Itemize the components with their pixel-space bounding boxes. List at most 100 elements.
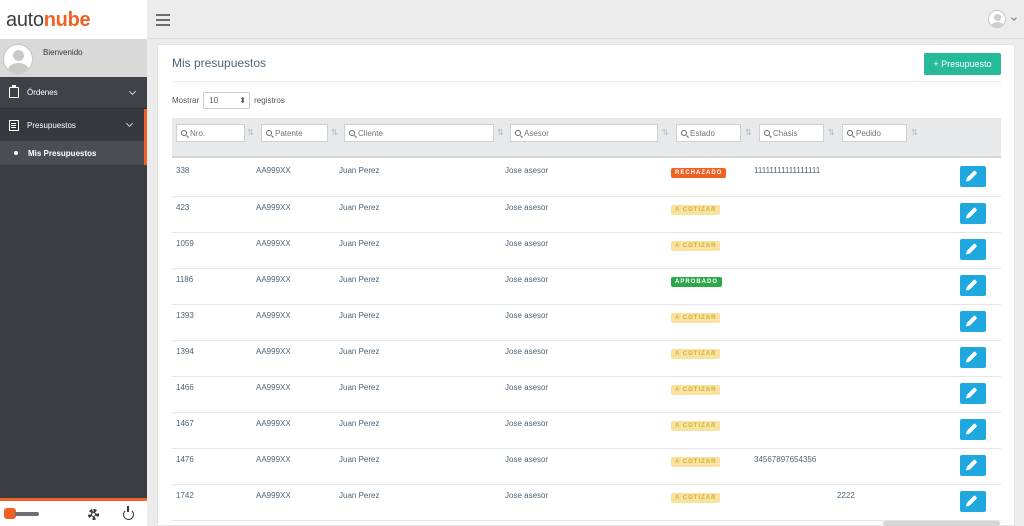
- sort-icon[interactable]: ⇅: [828, 128, 835, 137]
- sidebar-item-ordenes-label: Órdenes: [27, 88, 58, 97]
- presupuestos-table: 338 AA999XX Juan Perez Jose asesor RECHAZADO…: [172, 160, 1001, 521]
- filter-chasis[interactable]: Chasis: [759, 124, 824, 142]
- power-icon[interactable]: [123, 506, 134, 520]
- cell-asesor: Jose asesor: [505, 238, 549, 248]
- sidebar-item-presupuestos[interactable]: Presupuestos: [0, 109, 147, 141]
- chevron-down-icon: [128, 87, 137, 96]
- table-row[interactable]: 1393 AA999XX Juan Perez Jose asesor A COTIZA…: [172, 304, 1001, 340]
- sort-icon[interactable]: ⇅: [911, 128, 918, 137]
- filter-cliente[interactable]: Cliente: [344, 124, 494, 142]
- cell-estado: A COTIZAR: [671, 448, 754, 484]
- brand-logo[interactable]: autonube: [0, 0, 147, 39]
- sort-icon[interactable]: ⇅: [662, 128, 669, 137]
- filter-nro[interactable]: Nro.: [176, 124, 245, 142]
- table-row[interactable]: 1466 AA999XX Juan Perez Jose asesor A COTIZA…: [172, 376, 1001, 412]
- sort-icon[interactable]: ⇅: [745, 128, 752, 137]
- cell-estado: RECHAZADO: [671, 160, 754, 196]
- cell-nro: 1466: [176, 382, 194, 392]
- cell-chasis: [754, 412, 837, 448]
- cell-patente: AA999XX: [256, 310, 291, 320]
- cell-asesor: Jose asesor: [505, 382, 549, 392]
- sidebar-subitem-mis-presupuestos[interactable]: Mis Presupuestos: [0, 141, 147, 165]
- cell-nro: 1394: [176, 346, 194, 356]
- filter-estado[interactable]: Estado: [676, 124, 741, 142]
- edit-button[interactable]: [960, 382, 986, 404]
- cell-chasis: [754, 196, 837, 232]
- pencil-icon: [966, 494, 978, 506]
- horizontal-scrollbar[interactable]: [883, 521, 1000, 526]
- new-presupuesto-button[interactable]: + Presupuesto: [924, 53, 1001, 75]
- table-row[interactable]: 1467 AA999XX Juan Perez Jose asesor A COTIZA…: [172, 412, 1001, 448]
- hamburger-menu-icon[interactable]: [156, 14, 170, 26]
- cell-actions: [960, 412, 1001, 448]
- pencil-icon: [966, 278, 978, 290]
- sort-icon[interactable]: ⇅: [247, 128, 254, 137]
- sidebar-item-ordenes[interactable]: Órdenes: [0, 77, 147, 109]
- gear-icon[interactable]: [88, 509, 99, 520]
- pencil-icon: [966, 350, 978, 362]
- cell-actions: [960, 268, 1001, 304]
- cell-cliente: Juan Perez: [339, 310, 380, 320]
- edit-button[interactable]: [960, 310, 986, 332]
- cell-asesor: Jose asesor: [505, 202, 549, 212]
- key-icon[interactable]: [4, 508, 40, 519]
- table-row[interactable]: 1186 AA999XX Juan Perez Jose asesor APROBADO: [172, 268, 1001, 304]
- search-icon: [681, 130, 687, 136]
- edit-button[interactable]: [960, 346, 986, 368]
- edit-button[interactable]: [960, 454, 986, 476]
- cell-cliente: Juan Perez: [339, 166, 380, 175]
- filter-chasis-placeholder: Chasis: [773, 128, 798, 138]
- cell-estado: APROBADO: [671, 268, 754, 304]
- brand-logo-part2: nube: [43, 8, 91, 31]
- cell-cliente: Juan Perez: [339, 202, 380, 212]
- cell-patente: AA999XX: [256, 418, 291, 428]
- table-row[interactable]: 1742 AA999XX Juan Perez Jose asesor A COTIZA…: [172, 484, 1001, 520]
- cell-patente: AA999XX: [256, 346, 291, 356]
- edit-button[interactable]: [960, 274, 986, 296]
- pencil-icon: [966, 242, 978, 254]
- table-row[interactable]: 1476 AA999XX Juan Perez Jose asesor A COTIZA…: [172, 448, 1001, 484]
- cell-cliente: Juan Perez: [339, 382, 380, 392]
- cell-patente: AA999XX: [256, 454, 291, 464]
- edit-button[interactable]: [960, 166, 986, 187]
- sidebar: autonube Bienvenido Órdenes Presupuestos…: [0, 0, 147, 526]
- edit-button[interactable]: [960, 238, 986, 260]
- cell-patente: AA999XX: [256, 166, 291, 175]
- edit-button[interactable]: [960, 202, 986, 224]
- cell-pedido: [837, 376, 960, 412]
- table-row[interactable]: 1394 AA999XX Juan Perez Jose asesor A COTIZA…: [172, 340, 1001, 376]
- edit-button[interactable]: [960, 418, 986, 440]
- status-badge: A COTIZAR: [671, 204, 721, 215]
- cell-pedido: [837, 232, 960, 268]
- sort-icon[interactable]: ⇅: [497, 128, 504, 137]
- caret-down-icon[interactable]: [1011, 15, 1017, 21]
- cell-chasis: 11111111111111111: [754, 166, 821, 175]
- table-row[interactable]: 423 AA999XX Juan Perez Jose asesor A COTIZAR: [172, 196, 1001, 232]
- top-navbar: [147, 0, 1024, 39]
- filter-asesor[interactable]: Asesor: [510, 124, 658, 142]
- cell-asesor: Jose asesor: [505, 490, 549, 500]
- bullet-icon: [14, 151, 18, 155]
- cell-estado: A COTIZAR: [671, 484, 754, 520]
- cell-pedido: [837, 448, 960, 484]
- table-row[interactable]: 1059 AA999XX Juan Perez Jose asesor A COTIZA…: [172, 232, 1001, 268]
- filter-pedido[interactable]: Pedido: [842, 124, 907, 142]
- user-avatar-menu[interactable]: [988, 10, 1006, 28]
- page-length-select[interactable]: 10: [203, 92, 251, 109]
- table-row[interactable]: 338 AA999XX Juan Perez Jose asesor RECHAZADO…: [172, 160, 1001, 196]
- edit-button[interactable]: [960, 490, 986, 512]
- brand-logo-part1: auto: [6, 8, 44, 31]
- cell-cliente: Juan Perez: [339, 274, 380, 284]
- cell-actions: [960, 160, 1001, 196]
- cell-nro: 1476: [176, 454, 194, 464]
- search-icon: [515, 130, 521, 136]
- avatar: [3, 44, 33, 74]
- sidebar-footer: [0, 498, 147, 526]
- cell-chasis: [754, 232, 837, 268]
- cell-asesor: Jose asesor: [505, 418, 549, 428]
- cell-nro: 1467: [176, 418, 194, 428]
- sort-icon[interactable]: ⇅: [331, 128, 338, 137]
- filter-patente[interactable]: Patente: [261, 124, 328, 142]
- pencil-icon: [966, 422, 978, 434]
- cell-nro: 1186: [176, 274, 194, 284]
